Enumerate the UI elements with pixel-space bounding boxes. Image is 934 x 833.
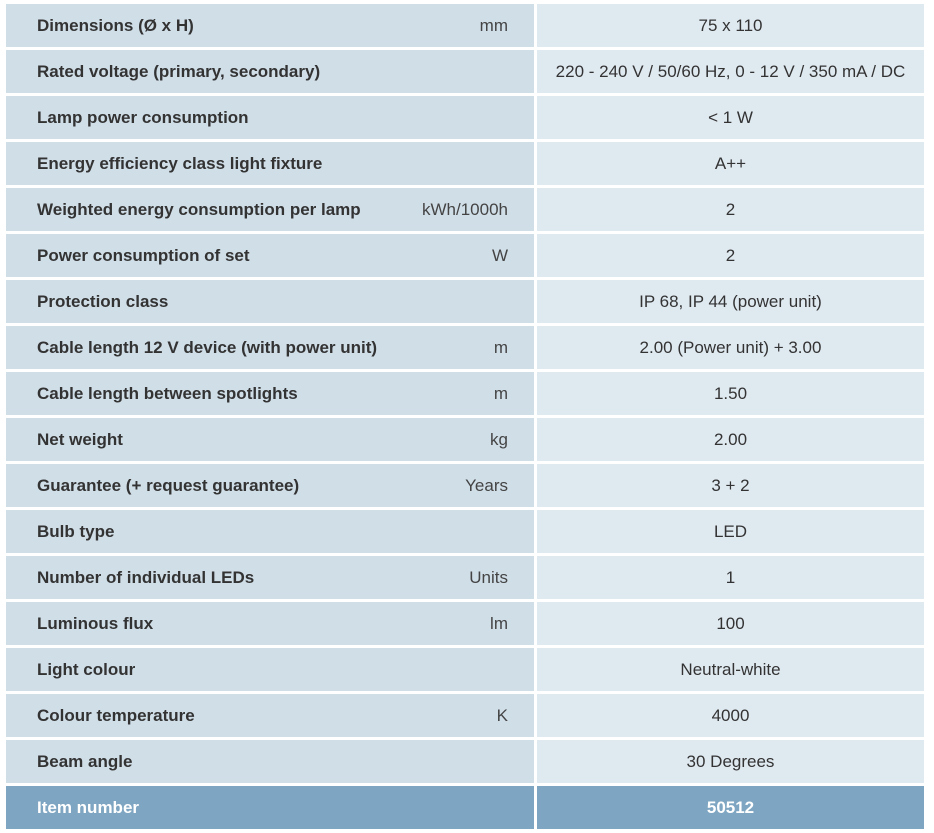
spec-label-cell: Light colour <box>6 648 534 691</box>
spec-label: Net weight <box>37 429 123 449</box>
spec-label-cell: Rated voltage (primary, secondary) <box>6 50 534 93</box>
spec-label-cell: Number of individual LEDs Units <box>6 556 534 599</box>
spec-value: 75 x 110 <box>698 15 763 35</box>
spec-label-cell: Luminous flux lm <box>6 602 534 645</box>
spec-label-cell: Guarantee (+ request guarantee) Years <box>6 464 534 507</box>
spec-label-cell: Bulb type <box>6 510 534 553</box>
spec-label: Lamp power consumption <box>37 107 249 127</box>
spec-label: Rated voltage (primary, secondary) <box>37 61 321 81</box>
spec-unit: m <box>493 383 508 403</box>
spec-unit: lm <box>490 613 508 633</box>
spec-value-cell: < 1 W <box>537 96 924 139</box>
spec-label: Number of individual LEDs <box>37 567 255 587</box>
spec-label: Cable length 12 V device (with power uni… <box>37 337 378 357</box>
spec-label-cell: Energy efficiency class light fixture <box>6 142 534 185</box>
spec-unit: Units <box>469 567 508 587</box>
spec-label-cell: Cable length between spotlights m <box>6 372 534 415</box>
spec-value: 220 - 240 V / 50/60 Hz, 0 - 12 V / 350 m… <box>555 61 906 81</box>
spec-value-cell: Neutral-white <box>537 648 924 691</box>
spec-value-cell: 2 <box>537 188 924 231</box>
spec-label: Colour temperature <box>37 705 195 725</box>
spec-value-cell: 3 + 2 <box>537 464 924 507</box>
spec-unit: kg <box>490 429 508 449</box>
item-number-label: Item number <box>37 797 140 817</box>
spec-table: Dimensions (Ø x H) mm 75 x 110 Rated vol… <box>6 4 924 829</box>
spec-value-cell: A++ <box>537 142 924 185</box>
spec-value: A++ <box>714 153 747 173</box>
spec-label-cell: Power consumption of set W <box>6 234 534 277</box>
spec-label-cell: Net weight kg <box>6 418 534 461</box>
spec-label: Weighted energy consumption per lamp <box>37 199 361 219</box>
spec-value-cell: 75 x 110 <box>537 4 924 47</box>
spec-label: Energy efficiency class light fixture <box>37 153 323 173</box>
spec-label: Dimensions (Ø x H) <box>37 15 194 35</box>
spec-value: 1.50 <box>713 383 748 403</box>
spec-value-cell: 2.00 (Power unit) + 3.00 <box>537 326 924 369</box>
spec-label: Light colour <box>37 659 136 679</box>
spec-value: 2 <box>725 245 736 265</box>
spec-label: Bulb type <box>37 521 115 541</box>
spec-value-cell: 220 - 240 V / 50/60 Hz, 0 - 12 V / 350 m… <box>537 50 924 93</box>
spec-label: Guarantee (+ request guarantee) <box>37 475 300 495</box>
spec-label-cell: Protection class <box>6 280 534 323</box>
spec-value: Neutral-white <box>680 659 781 679</box>
spec-unit: mm <box>479 15 508 35</box>
spec-value: 3 + 2 <box>711 475 750 495</box>
spec-label-cell: Lamp power consumption <box>6 96 534 139</box>
spec-value-cell: 4000 <box>537 694 924 737</box>
spec-label: Cable length between spotlights <box>37 383 298 403</box>
spec-value-cell: 100 <box>537 602 924 645</box>
spec-label-cell: Weighted energy consumption per lamp kWh… <box>6 188 534 231</box>
spec-label-cell: Dimensions (Ø x H) mm <box>6 4 534 47</box>
item-number-value-cell: 50512 <box>537 786 924 829</box>
spec-unit: K <box>496 705 508 725</box>
spec-label: Luminous flux <box>37 613 154 633</box>
spec-label-cell: Colour temperature K <box>6 694 534 737</box>
spec-value: 100 <box>716 613 745 633</box>
spec-value-cell: 2.00 <box>537 418 924 461</box>
spec-unit: m <box>493 337 508 357</box>
spec-value-cell: IP 68, IP 44 (power unit) <box>537 280 924 323</box>
spec-value: 30 Degrees <box>686 751 775 771</box>
item-number-value: 50512 <box>706 797 755 817</box>
spec-unit: kWh/1000h <box>422 199 508 219</box>
spec-value-cell: LED <box>537 510 924 553</box>
spec-label-cell: Cable length 12 V device (with power uni… <box>6 326 534 369</box>
spec-value: 1 <box>725 567 736 587</box>
spec-label: Protection class <box>37 291 169 311</box>
spec-label-cell: Beam angle <box>6 740 534 783</box>
spec-label: Power consumption of set <box>37 245 250 265</box>
spec-value-cell: 1 <box>537 556 924 599</box>
spec-value: 4000 <box>711 705 750 725</box>
spec-value: 2.00 <box>713 429 748 449</box>
spec-unit: W <box>491 245 508 265</box>
spec-value-cell: 30 Degrees <box>537 740 924 783</box>
spec-value: 2 <box>725 199 736 219</box>
spec-value-cell: 1.50 <box>537 372 924 415</box>
item-number-label-cell: Item number <box>6 786 534 829</box>
spec-unit: Years <box>465 475 508 495</box>
spec-value: 2.00 (Power unit) + 3.00 <box>639 337 822 357</box>
spec-value: LED <box>713 521 748 541</box>
spec-label: Beam angle <box>37 751 133 771</box>
spec-value: IP 68, IP 44 (power unit) <box>639 291 822 311</box>
spec-value-cell: 2 <box>537 234 924 277</box>
spec-value: < 1 W <box>708 107 753 127</box>
